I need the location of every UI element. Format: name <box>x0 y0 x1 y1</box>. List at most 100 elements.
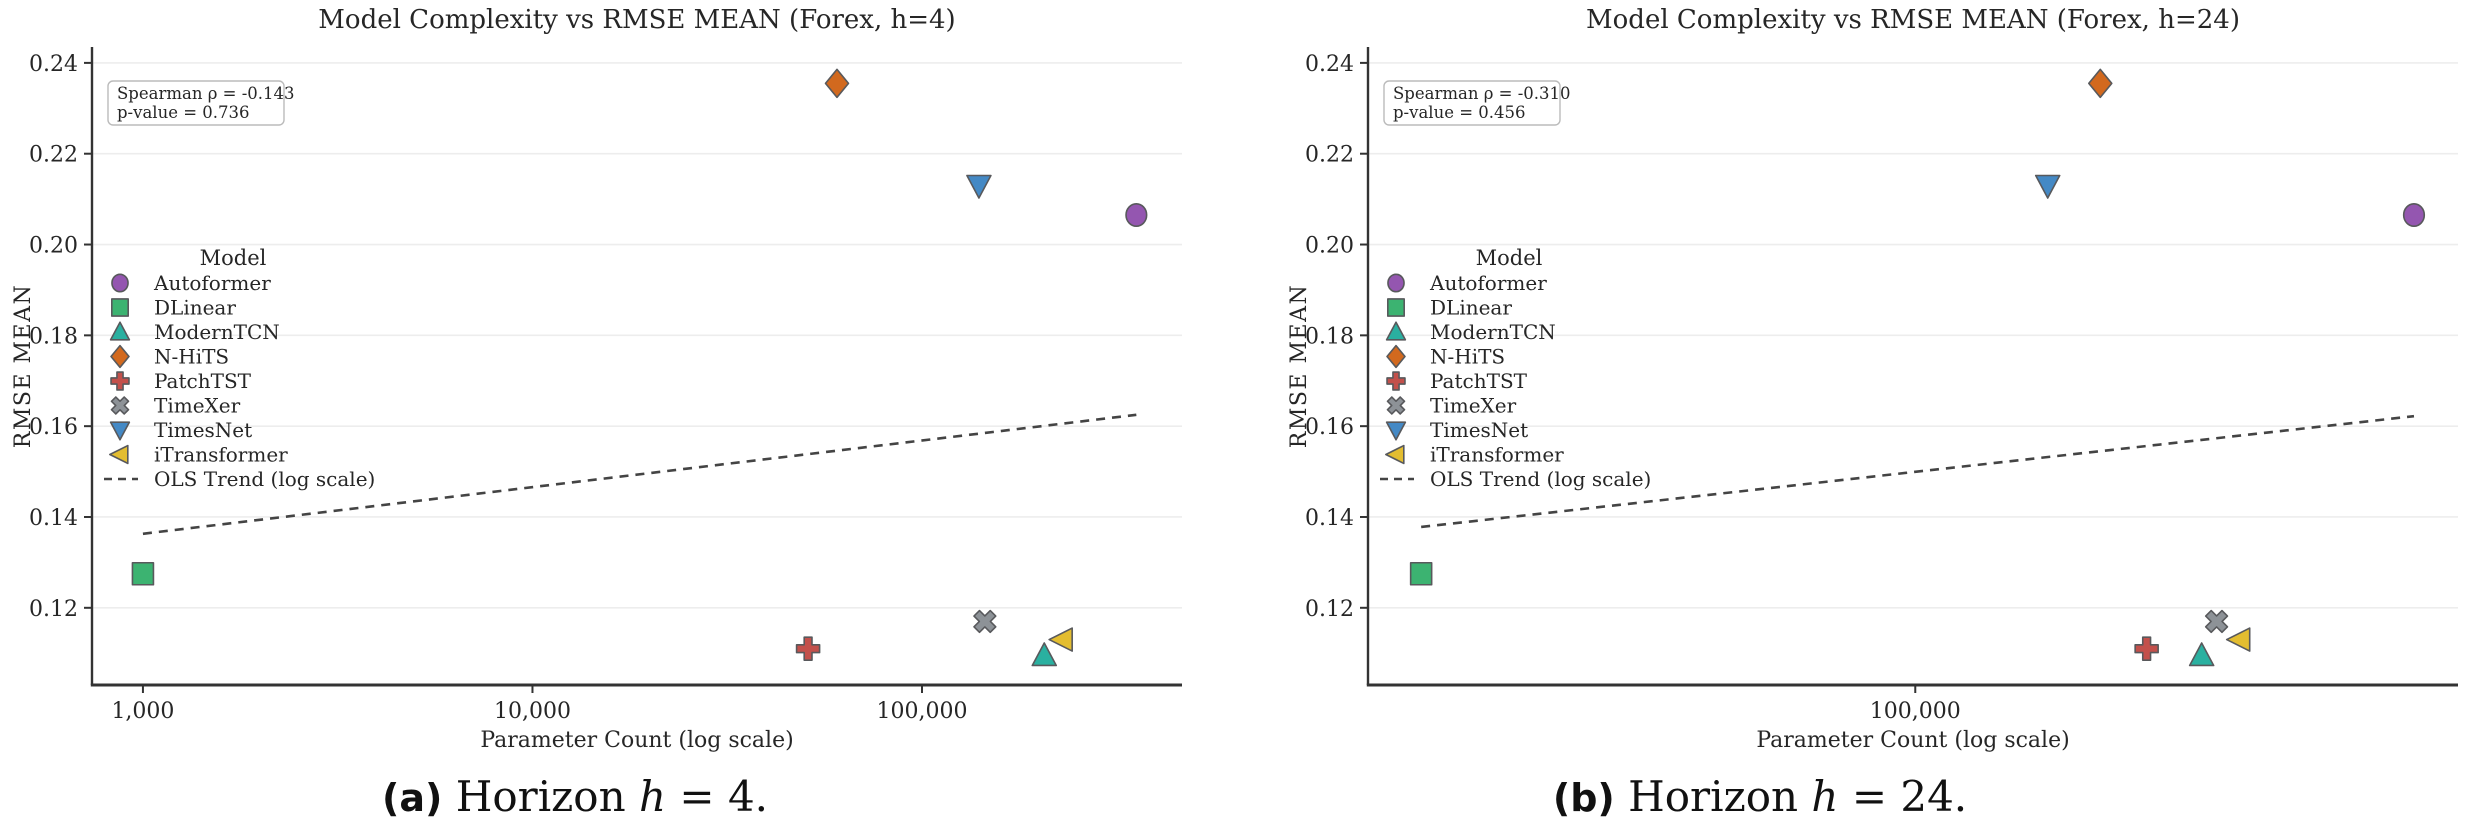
legend-label: Autoformer <box>153 271 271 295</box>
y-tick-label: 0.24 <box>29 52 78 77</box>
caption-a-variable: h <box>638 772 667 821</box>
y-tick-label: 0.16 <box>29 415 78 440</box>
legend-title: Model <box>1476 246 1543 270</box>
annotation-line-1: Spearman ρ = -0.143 <box>117 84 295 103</box>
legend-label: TimeXer <box>1430 394 1517 418</box>
y-tick-label: 0.24 <box>1305 52 1354 77</box>
x-legend-icon <box>110 396 130 415</box>
caption-b-variable: h <box>1811 772 1839 821</box>
square-legend-icon <box>111 298 129 317</box>
x-tick-label: 1,000 <box>111 699 174 724</box>
scatter-point-autoformer <box>1125 203 1148 228</box>
ols-trend-line <box>1421 414 2415 529</box>
y-tick-label: 0.12 <box>1305 597 1354 622</box>
caption-a-text: Horizon <box>455 772 626 821</box>
y-tick-label: 0.16 <box>1305 415 1354 440</box>
circle-legend-icon <box>111 273 129 293</box>
scatter-point-moderntcn <box>1031 642 1058 667</box>
scatter-point-itransformer <box>1048 627 1073 652</box>
legend-label: TimesNet <box>154 418 252 442</box>
x-axis-label: Parameter Count (log scale) <box>1756 728 2069 753</box>
y-tick-label: 0.22 <box>1305 143 1354 168</box>
caption-a: (a) Horizon h = 4. <box>382 772 768 821</box>
scatter-point-patchtst <box>2134 636 2159 661</box>
two-panel-scatter-figure: 0.12 0.14 0.16 0.18 0.20 0.22 0.24 1,000 10,000 1… <box>11 5 2458 753</box>
legend-label: PatchTST <box>154 369 252 393</box>
circle-legend-icon <box>1387 273 1405 293</box>
caption-b-label: (b) <box>1552 776 1615 820</box>
legend-label: iTransformer <box>1430 443 1564 467</box>
annotation-line-2: p-value = 0.736 <box>117 103 250 122</box>
scatter-point-patchtst <box>795 636 821 661</box>
scatter-point-dlinear <box>1409 561 1433 586</box>
scatter-point-dlinear <box>131 561 155 586</box>
legend-label: ModernTCN <box>154 320 280 344</box>
scatter-point-moderntcn <box>2188 642 2215 667</box>
caption-b-equation: = 24. <box>1851 772 1968 821</box>
y-tick-label: 0.18 <box>1305 324 1354 349</box>
square-legend-icon <box>1387 298 1405 317</box>
x-tick-label: 100,000 <box>1870 699 1961 724</box>
y-tick-label: 0.22 <box>29 143 78 168</box>
legend-label: ModernTCN <box>1430 320 1556 344</box>
y-axis-label: RMSE MEAN <box>1287 284 1312 448</box>
x-axis-label: Parameter Count (log scale) <box>480 728 793 753</box>
legend: ModelAutoformerDLinearModernTCNN-HiTSPat… <box>1380 246 1651 491</box>
annotation-line-1: Spearman ρ = -0.310 <box>1393 84 1571 103</box>
caption-b-text: Horizon <box>1628 772 1799 821</box>
y-tick-label: 0.20 <box>29 234 78 259</box>
scatter-point-timexer <box>973 609 997 634</box>
caption-a-equation: = 4. <box>679 772 769 821</box>
annotation-box <box>1383 80 1561 126</box>
ols-trend-line <box>142 413 1137 536</box>
scatter-point-n-hits <box>2087 68 2113 99</box>
scatter-point-timesnet <box>2034 174 2061 199</box>
scatter-point-timexer <box>2204 609 2229 634</box>
y-tick-label: 0.12 <box>29 597 78 622</box>
caption-b: (b) Horizon h = 24. <box>1553 772 1967 821</box>
legend-label: N-HiTS <box>154 345 229 369</box>
legend-label: TimeXer <box>154 394 241 418</box>
legend: ModelAutoformerDLinearModernTCNN-HiTSPat… <box>104 246 375 491</box>
legend-label: DLinear <box>154 296 236 320</box>
annotation-box <box>107 80 285 126</box>
caption-a-label: (a) <box>381 776 443 820</box>
y-tick-label: 0.14 <box>29 506 78 531</box>
y-tick-label: 0.14 <box>1305 506 1354 531</box>
legend-label: DLinear <box>1430 296 1512 320</box>
chart-title: Model Complexity vs RMSE MEAN (Forex, h=… <box>1586 5 2240 35</box>
figure-svg: 0.12 0.14 0.16 0.18 0.20 0.22 0.24 1,000 10,000 1… <box>11 5 2458 753</box>
chart-h24: 0.12 0.14 0.16 0.18 0.20 0.22 0.24 100,000 Model… <box>1287 5 2458 753</box>
triangle-down-legend-icon <box>1385 421 1407 441</box>
y-tick-label: 0.20 <box>1305 234 1354 259</box>
triangle-down-legend-icon <box>109 421 131 441</box>
diamond-legend-icon <box>1386 344 1406 369</box>
diamond-legend-icon <box>110 344 130 369</box>
x-legend-icon <box>1386 396 1406 415</box>
plus-legend-icon <box>110 371 130 391</box>
scatter-point-autoformer <box>2402 203 2426 228</box>
triangle-up-legend-icon <box>1385 321 1407 341</box>
x-tick-label: 10,000 <box>494 699 571 724</box>
triangle-left-legend-icon <box>109 444 129 465</box>
annotation-line-2: p-value = 0.456 <box>1393 103 1526 122</box>
legend-label: PatchTST <box>1430 369 1528 393</box>
triangle-left-legend-icon <box>1385 444 1405 465</box>
scatter-point-timesnet <box>966 174 992 199</box>
legend-title: Model <box>200 246 267 270</box>
legend-label: iTransformer <box>154 443 288 467</box>
chart-h4: 0.12 0.14 0.16 0.18 0.20 0.22 0.24 1,000 10,000 1… <box>11 5 1182 753</box>
legend-label: Autoformer <box>1429 271 1547 295</box>
legend-label: OLS Trend (log scale) <box>154 467 375 491</box>
legend-label: TimesNet <box>1430 418 1528 442</box>
legend-label: OLS Trend (log scale) <box>1430 467 1651 491</box>
chart-title: Model Complexity vs RMSE MEAN (Forex, h=… <box>318 5 955 35</box>
y-tick-label: 0.18 <box>29 324 78 349</box>
y-axis-label: RMSE MEAN <box>11 284 36 448</box>
scatter-point-itransformer <box>2225 627 2251 652</box>
scatter-point-n-hits <box>824 68 850 99</box>
x-tick-label: 100,000 <box>877 699 968 724</box>
triangle-up-legend-icon <box>109 321 131 341</box>
